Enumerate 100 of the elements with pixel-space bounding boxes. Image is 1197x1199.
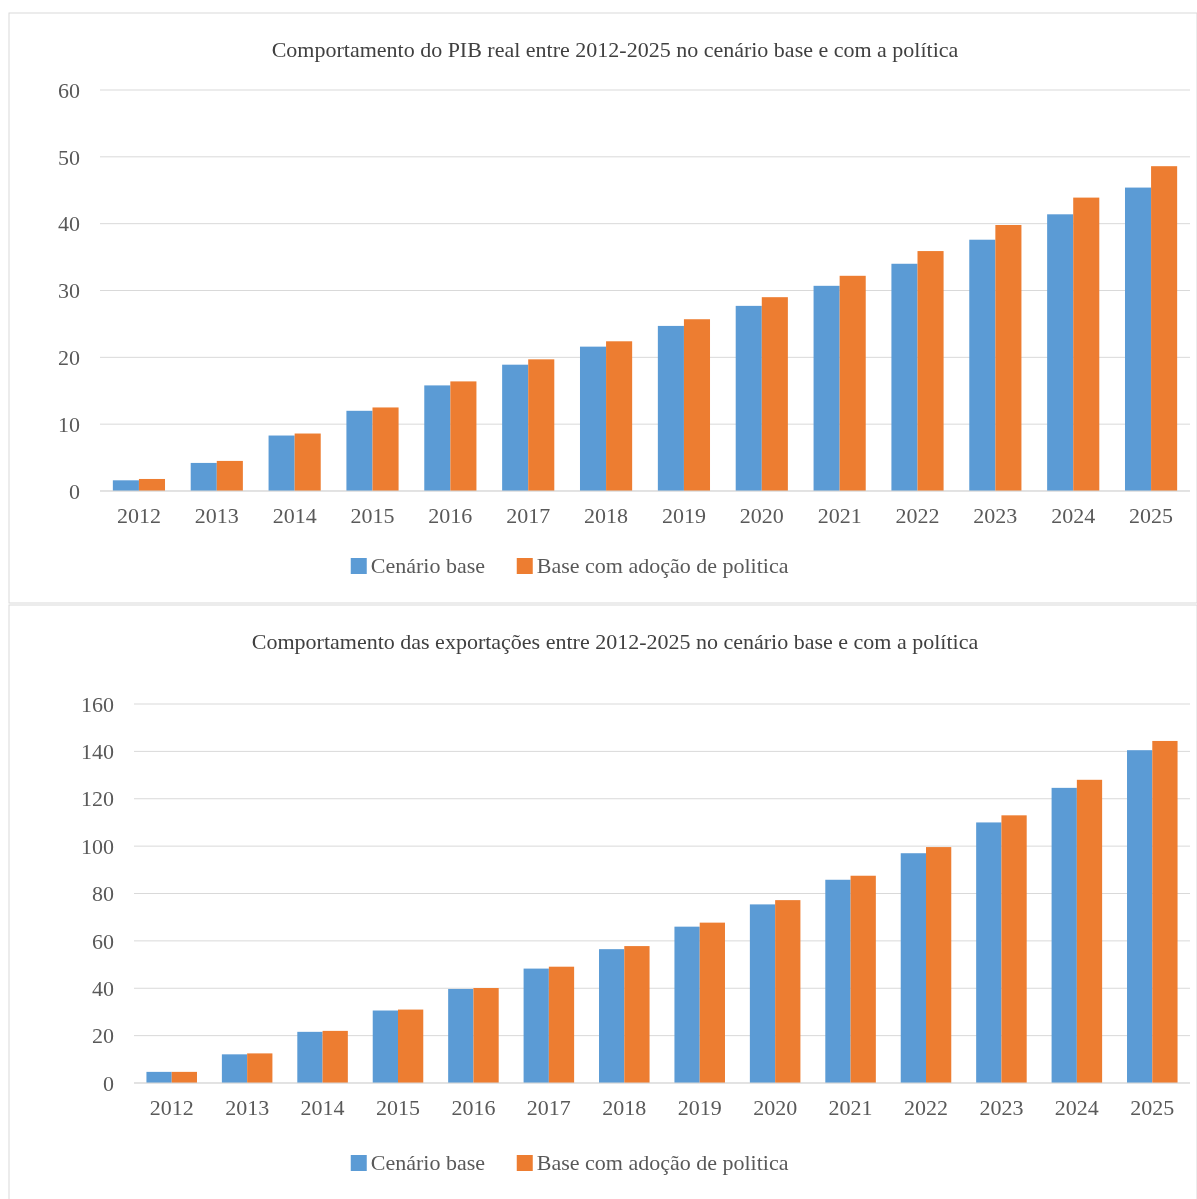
legend-label: Base com adoção de politica — [536, 553, 789, 578]
x-tick-label: 2012 — [149, 1095, 194, 1120]
x-tick-label: 2025 — [1130, 1095, 1175, 1120]
bar — [1076, 779, 1103, 1083]
y-tick-label: 40 — [92, 975, 114, 1001]
y-tick-label: 160 — [81, 691, 114, 717]
legend-label: Cenário base — [370, 553, 485, 578]
x-tick-label: 2012 — [116, 503, 161, 528]
bar — [297, 1031, 323, 1083]
bar — [976, 822, 1002, 1083]
bar — [448, 988, 474, 1083]
bar — [322, 1030, 348, 1083]
bar — [221, 1054, 248, 1083]
y-tick-label: 140 — [81, 739, 114, 765]
bar — [473, 988, 499, 1083]
legend-label: Base com adoção de politica — [536, 1150, 789, 1175]
bar — [1073, 197, 1100, 491]
bar — [606, 341, 633, 491]
bar — [624, 946, 650, 1083]
bar — [548, 966, 575, 1083]
bar — [1127, 750, 1153, 1083]
bar — [657, 325, 684, 491]
y-tick-label: 80 — [92, 881, 114, 907]
bar — [372, 407, 399, 491]
x-tick-label: 2015 — [350, 503, 395, 528]
bar — [775, 900, 801, 1083]
legend-label: Cenário base — [370, 1150, 485, 1175]
bar — [398, 1009, 424, 1083]
bar — [138, 478, 166, 491]
x-tick-label: 2014 — [300, 1095, 345, 1120]
bar — [926, 847, 952, 1083]
y-tick-label: 60 — [58, 77, 80, 103]
bar — [674, 926, 700, 1083]
x-tick-label: 2022 — [904, 1095, 948, 1120]
bar — [995, 225, 1022, 491]
bar — [1152, 740, 1178, 1083]
bar — [813, 285, 840, 491]
bar — [268, 435, 295, 491]
bar — [1001, 815, 1027, 1083]
bar — [1151, 166, 1178, 491]
bar — [502, 364, 529, 491]
bar — [450, 381, 477, 491]
x-tick-label: 2017 — [506, 503, 551, 528]
y-tick-label: 20 — [92, 1023, 114, 1049]
bar — [372, 1010, 398, 1083]
bar — [523, 968, 549, 1083]
bar — [683, 319, 711, 491]
bar — [749, 904, 776, 1083]
bar — [294, 433, 321, 491]
x-tick-label: 2017 — [526, 1095, 571, 1120]
bar — [839, 275, 866, 491]
bar — [1124, 187, 1152, 491]
chart-title: Comportamento do PIB real entre 2012-2025 no cenário base e com a política — [271, 37, 959, 62]
bar — [850, 875, 876, 1083]
bar — [1047, 214, 1074, 491]
x-tick-label: 2020 — [739, 503, 784, 528]
x-tick-label: 2018 — [584, 503, 629, 528]
x-tick-label: 2014 — [272, 503, 317, 528]
x-tick-label: 2020 — [753, 1095, 798, 1120]
bar — [424, 385, 451, 491]
x-tick-label: 2023 — [973, 503, 1018, 528]
y-tick-label: 40 — [58, 211, 80, 237]
x-tick-label: 2024 — [1051, 503, 1096, 528]
x-tick-label: 2021 — [828, 1095, 873, 1120]
bar — [825, 879, 851, 1083]
y-tick-label: 20 — [58, 345, 80, 371]
x-tick-label: 2024 — [1054, 1095, 1099, 1120]
bar — [346, 410, 373, 491]
bar — [1051, 787, 1077, 1083]
y-tick-label: 50 — [58, 144, 80, 170]
x-tick-label: 2022 — [895, 503, 940, 528]
y-tick-label: 0 — [69, 478, 80, 504]
x-tick-label: 2023 — [979, 1095, 1024, 1120]
bar — [146, 1071, 172, 1083]
bar — [900, 853, 926, 1083]
bar — [917, 251, 944, 491]
chart-title: Comportamento das exportações entre 2012-2025 no cenário base e com a política — [251, 629, 979, 654]
bar — [112, 480, 139, 491]
x-tick-label: 2025 — [1129, 503, 1174, 528]
bar — [969, 239, 996, 491]
bar — [247, 1053, 273, 1083]
bar — [699, 922, 725, 1083]
x-tick-label: 2015 — [376, 1095, 420, 1120]
x-tick-label: 2019 — [661, 503, 706, 528]
x-tick-label: 2016 — [428, 503, 473, 528]
bar — [528, 359, 555, 491]
y-tick-label: 60 — [92, 928, 114, 954]
x-tick-label: 2019 — [677, 1095, 722, 1120]
x-tick-label: 2013 — [194, 503, 239, 528]
y-tick-label: 30 — [58, 278, 80, 304]
y-tick-label: 100 — [81, 833, 114, 859]
bar — [579, 346, 607, 491]
y-tick-label: 10 — [58, 411, 80, 437]
bar — [891, 263, 918, 491]
x-tick-label: 2016 — [451, 1095, 496, 1120]
y-tick-label: 0 — [103, 1070, 114, 1096]
x-tick-label: 2018 — [602, 1095, 647, 1120]
bar — [761, 297, 788, 491]
bar — [190, 462, 217, 491]
bar — [735, 305, 762, 491]
